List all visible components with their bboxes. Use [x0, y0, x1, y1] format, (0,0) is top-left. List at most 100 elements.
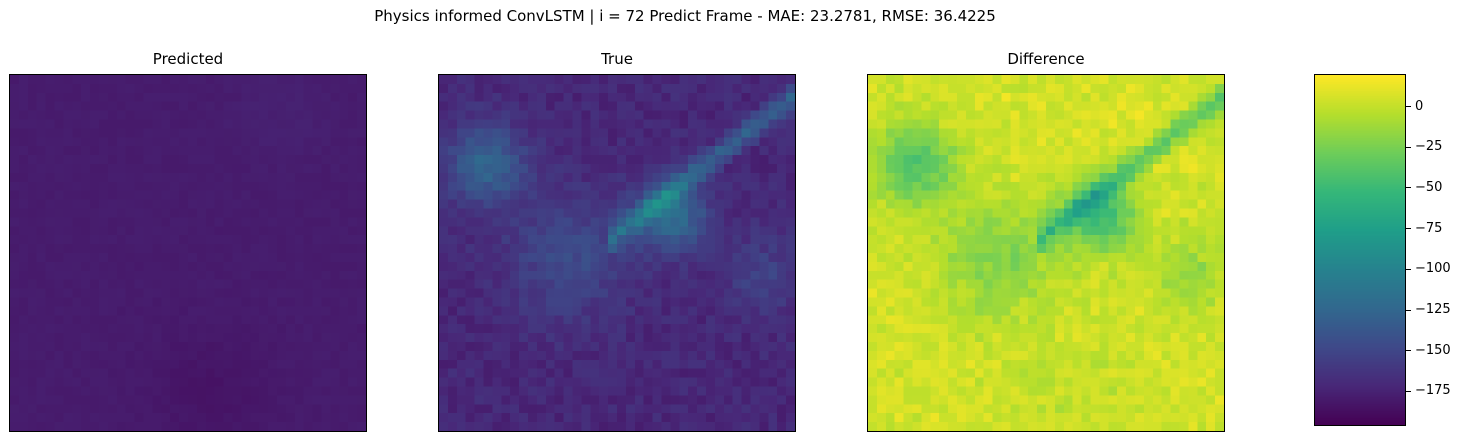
difference-cell [1197, 368, 1207, 378]
difference-cell [1152, 155, 1162, 165]
difference-cell [1135, 404, 1145, 414]
difference-cell [868, 306, 878, 316]
predicted-cell [339, 164, 349, 174]
true-cell [697, 137, 707, 147]
predicted-cell [72, 235, 82, 245]
true-cell [661, 288, 671, 298]
predicted-cell [223, 181, 233, 191]
predicted-cell [348, 377, 358, 387]
true-cell [501, 119, 511, 129]
difference-cell [957, 110, 967, 120]
difference-cell [921, 404, 931, 414]
predicted-cell [312, 172, 322, 182]
predicted-cell [214, 155, 224, 165]
predicted-cell [81, 386, 91, 396]
true-cell [528, 75, 538, 85]
difference-cell [1063, 368, 1073, 378]
difference-cell [1143, 350, 1153, 360]
true-cell [510, 217, 520, 227]
difference-cell [1215, 172, 1224, 182]
predicted-cell [321, 110, 331, 120]
difference-cell [1152, 190, 1162, 200]
colorbar-segment [1315, 176, 1405, 179]
true-cell [554, 146, 564, 156]
difference-cell [894, 83, 904, 93]
predicted-cell [143, 128, 153, 138]
true-cell [456, 253, 466, 263]
true-cell [501, 92, 511, 102]
true-cell [750, 422, 760, 431]
predicted-cell [27, 146, 37, 156]
difference-cell [1010, 395, 1020, 405]
true-cell [723, 128, 733, 138]
true-cell [617, 386, 627, 396]
true-cell [714, 235, 724, 245]
true-cell [625, 404, 635, 414]
predicted-cell [188, 172, 198, 182]
predicted-cell [63, 110, 73, 120]
predicted-cell [116, 253, 126, 263]
true-cell [732, 217, 742, 227]
true-cell [483, 110, 493, 120]
predicted-cell [170, 208, 180, 218]
true-cell [599, 288, 609, 298]
true-cell [545, 288, 555, 298]
predicted-cell [214, 110, 224, 120]
difference-cell [1099, 164, 1109, 174]
predicted-cell [63, 119, 73, 129]
true-cell [465, 83, 475, 93]
difference-cell [1063, 217, 1073, 227]
true-cell [590, 253, 600, 263]
difference-cell [1188, 422, 1198, 431]
true-cell [741, 386, 751, 396]
predicted-cell [10, 110, 20, 120]
difference-cell [1046, 128, 1056, 138]
predicted-cell [321, 288, 331, 298]
difference-cell [1054, 324, 1064, 334]
true-cell [714, 101, 724, 111]
true-cell [706, 377, 716, 387]
difference-cell [1161, 306, 1171, 316]
difference-cell [1135, 137, 1145, 147]
predicted-cell [116, 164, 126, 174]
predicted-cell [125, 413, 135, 423]
true-cell [599, 119, 609, 129]
colorbar-segment [1315, 117, 1405, 119]
true-cell [652, 110, 662, 120]
difference-cell [876, 235, 886, 245]
difference-cell [1001, 386, 1011, 396]
difference-cell [876, 101, 886, 111]
difference-cell [948, 377, 958, 387]
predicted-cell [125, 83, 135, 93]
true-cell [536, 217, 546, 227]
true-cell [599, 181, 609, 191]
difference-cell [983, 342, 993, 352]
true-cell [545, 395, 555, 405]
difference-cell [1143, 119, 1153, 129]
true-cell [759, 395, 769, 405]
difference-cell [939, 377, 949, 387]
true-cell [590, 244, 600, 254]
predicted-cell [259, 101, 269, 111]
true-cell [759, 83, 769, 93]
difference-cell [1054, 181, 1064, 191]
difference-cell [939, 297, 949, 307]
true-cell [732, 101, 742, 111]
true-cell [617, 253, 627, 263]
difference-cell [1170, 217, 1180, 227]
colorbar-segment [1315, 321, 1405, 324]
predicted-cell [18, 324, 28, 334]
predicted-cell [63, 172, 73, 182]
predicted-cell [81, 128, 91, 138]
true-cell [528, 155, 538, 165]
true-cell [554, 119, 564, 129]
predicted-cell [152, 315, 162, 325]
true-cell [572, 297, 582, 307]
predicted-cell [188, 306, 198, 316]
predicted-cell [214, 350, 224, 360]
true-cell [590, 359, 600, 369]
predicted-cell [214, 386, 224, 396]
predicted-cell [312, 217, 322, 227]
difference-cell [1019, 270, 1029, 280]
difference-cell [1108, 386, 1118, 396]
